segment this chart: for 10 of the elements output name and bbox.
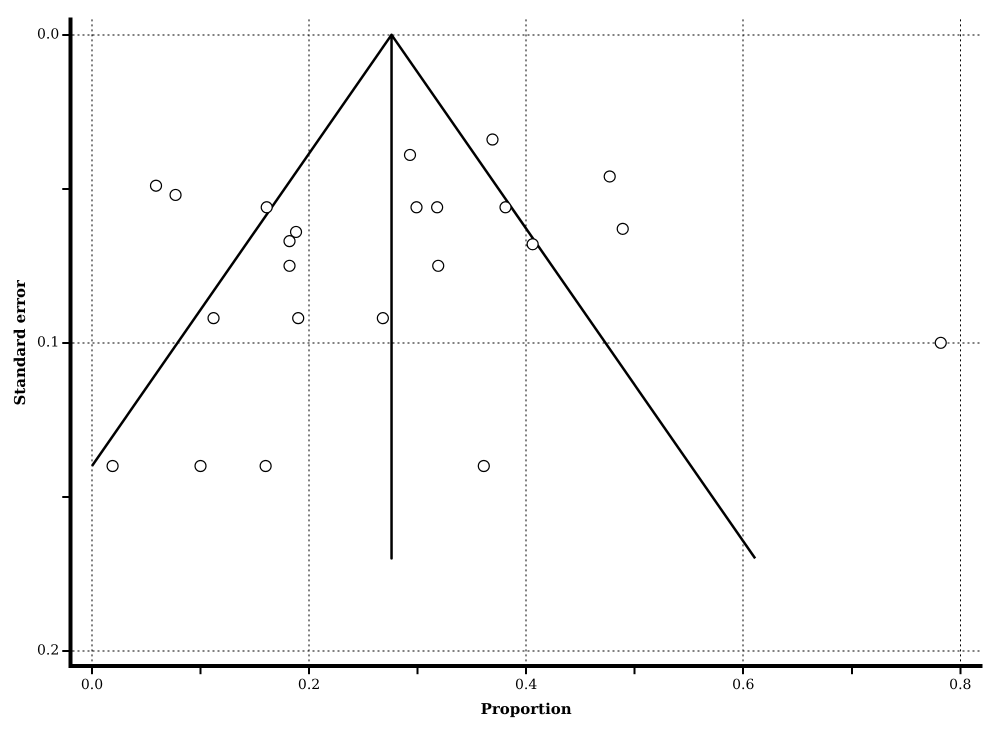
x-tick-label: 0.4 — [515, 677, 538, 694]
y-tick-label: 0.1 — [37, 334, 60, 350]
x-tick-label: 0.2 — [298, 677, 320, 694]
y-tick-label: 0.2 — [37, 642, 60, 658]
x-axis-title: Proportion — [480, 700, 572, 718]
y-tick-label: 0.0 — [37, 26, 60, 42]
x-tick-label: 0.6 — [732, 677, 754, 694]
x-tick-label: 0.8 — [949, 677, 972, 694]
x-tick-label: 0.0 — [80, 677, 104, 694]
y-axis-title: Standard error — [10, 278, 29, 406]
